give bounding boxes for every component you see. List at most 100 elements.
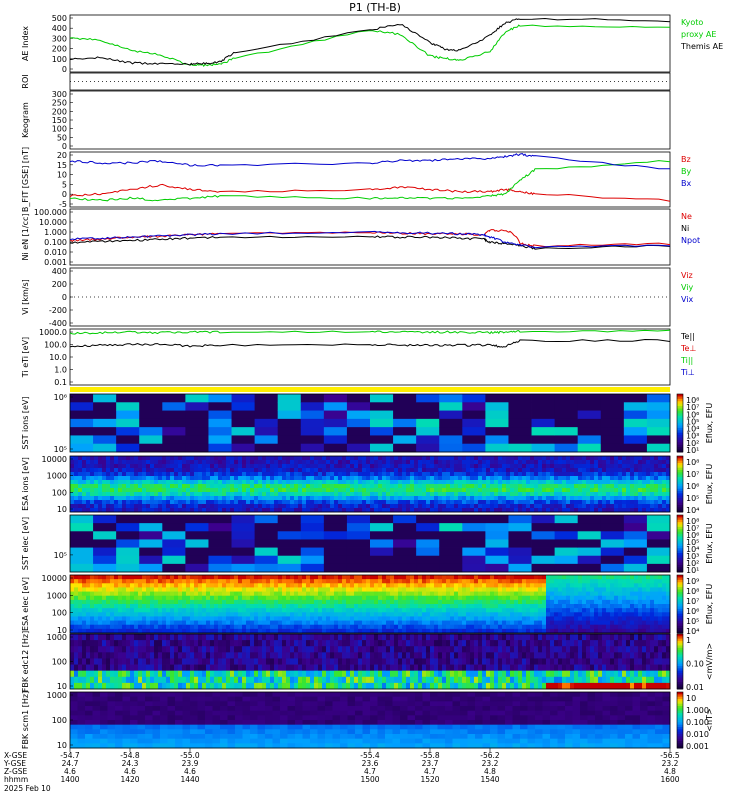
esa_i-cell bbox=[270, 504, 274, 508]
esa_i-cell bbox=[646, 468, 650, 472]
esa_e-cell bbox=[126, 604, 130, 609]
esa_i-cell bbox=[274, 480, 278, 484]
esa_e-cell bbox=[298, 583, 302, 588]
keogram-ytick-label: 50 bbox=[57, 133, 67, 142]
esa_i-cell bbox=[442, 468, 446, 472]
esa_i-cell bbox=[558, 492, 562, 496]
esa_e-cell bbox=[386, 625, 390, 630]
esa_i-cell bbox=[254, 504, 258, 508]
esa_i-cell bbox=[114, 504, 118, 508]
esa_e-cell bbox=[458, 604, 462, 609]
esa_e-cell bbox=[430, 583, 434, 588]
esa_i-cell bbox=[270, 496, 274, 500]
esa_i-cell bbox=[642, 476, 646, 480]
esa_e-cell bbox=[226, 583, 230, 588]
esa_i-cell bbox=[570, 492, 574, 496]
esa_i-cell bbox=[250, 476, 254, 480]
esa_e-cell bbox=[270, 579, 274, 584]
esa_i-cell bbox=[246, 488, 250, 492]
esa_e-cell bbox=[542, 587, 546, 592]
esa_i-cell bbox=[574, 476, 578, 480]
esa_i-cell bbox=[594, 492, 598, 496]
fbk_e-cell bbox=[122, 658, 126, 665]
esa_e-cell bbox=[274, 616, 278, 621]
esa_e-cell bbox=[470, 583, 474, 588]
esa_i-cell bbox=[462, 480, 466, 484]
esa_i-cell bbox=[546, 468, 550, 472]
esa_i-cell bbox=[250, 500, 254, 504]
esa_i-cell bbox=[382, 456, 386, 460]
esa_e-cell bbox=[614, 600, 618, 605]
bfit-ytick-label: 20 bbox=[57, 151, 67, 160]
esa_e-cell bbox=[606, 608, 610, 613]
esa_e-cell bbox=[494, 592, 498, 597]
esa_i-cell bbox=[314, 456, 318, 460]
esa_e-cell bbox=[158, 608, 162, 613]
esa_e-cell bbox=[306, 587, 310, 592]
esa_i-cell bbox=[374, 468, 378, 472]
esa_e-cell bbox=[578, 592, 582, 597]
esa_e-cell bbox=[282, 612, 286, 617]
sst_i-cell bbox=[555, 435, 578, 444]
esa_e-cell bbox=[134, 616, 138, 621]
sst_i-cell bbox=[301, 394, 324, 403]
esa_e-cell bbox=[634, 621, 638, 626]
esa_e-cell bbox=[466, 612, 470, 617]
esa_e-cell bbox=[246, 616, 250, 621]
esa_i-cell bbox=[234, 488, 238, 492]
esa_i-cell bbox=[346, 464, 350, 468]
sst_i-cell bbox=[278, 402, 301, 411]
esa_e-cell bbox=[422, 592, 426, 597]
esa_e-cell bbox=[658, 621, 662, 626]
esa_i-cell bbox=[390, 504, 394, 508]
sst_i-cell bbox=[301, 444, 324, 453]
esa_e-cell bbox=[430, 604, 434, 609]
esa_i-cell bbox=[194, 464, 198, 468]
vi-ytick-label: 200 bbox=[52, 280, 67, 289]
esa_e-cell bbox=[254, 592, 258, 597]
esa_e-cell bbox=[98, 587, 102, 592]
fbk_e-cell bbox=[130, 640, 134, 647]
esa_i-cell bbox=[606, 504, 610, 508]
esa_i-cell bbox=[210, 504, 214, 508]
esa_i-cell bbox=[190, 488, 194, 492]
sst_e-cell bbox=[347, 548, 370, 557]
esa_e-cell bbox=[466, 583, 470, 588]
esa_i-cell bbox=[130, 480, 134, 484]
esa_e-cell bbox=[630, 600, 634, 605]
sst_i-cell bbox=[278, 444, 301, 453]
esa_e-cell bbox=[558, 625, 562, 630]
esa_e-cell bbox=[422, 583, 426, 588]
esa_i-cell bbox=[238, 496, 242, 500]
fbk_e-cell bbox=[74, 634, 78, 641]
esa_e-cell bbox=[294, 596, 298, 601]
esa_i-cell bbox=[614, 484, 618, 488]
fbk_e-cell bbox=[134, 634, 138, 641]
esa_e-cell bbox=[542, 612, 546, 617]
esa_e-cell bbox=[578, 616, 582, 621]
esa_e-cell bbox=[562, 596, 566, 601]
esa_i-cell bbox=[418, 460, 422, 464]
esa_i-cell bbox=[86, 460, 90, 464]
esa_i-cell bbox=[114, 476, 118, 480]
esa_i-cell bbox=[518, 504, 522, 508]
esa_e-cell bbox=[242, 592, 246, 597]
esa_e-cell bbox=[94, 587, 98, 592]
esa_e-cell bbox=[354, 616, 358, 621]
esa_i-cell bbox=[162, 488, 166, 492]
esa_i-cell bbox=[230, 468, 234, 472]
esa_e-cell bbox=[366, 604, 370, 609]
sst_i-cell bbox=[624, 402, 647, 411]
esa_e-cell bbox=[166, 612, 170, 617]
esa_e-cell bbox=[274, 612, 278, 617]
esa_e-cell bbox=[574, 616, 578, 621]
esa_e-cell bbox=[426, 621, 430, 626]
esa_e-cell bbox=[162, 596, 166, 601]
esa_e-cell bbox=[562, 583, 566, 588]
esa_i-cell bbox=[358, 496, 362, 500]
esa_i-cell bbox=[162, 476, 166, 480]
esa_e-cell bbox=[150, 604, 154, 609]
esa_e-cell bbox=[418, 579, 422, 584]
esa_i-cell bbox=[414, 484, 418, 488]
esa_e-cell bbox=[582, 616, 586, 621]
